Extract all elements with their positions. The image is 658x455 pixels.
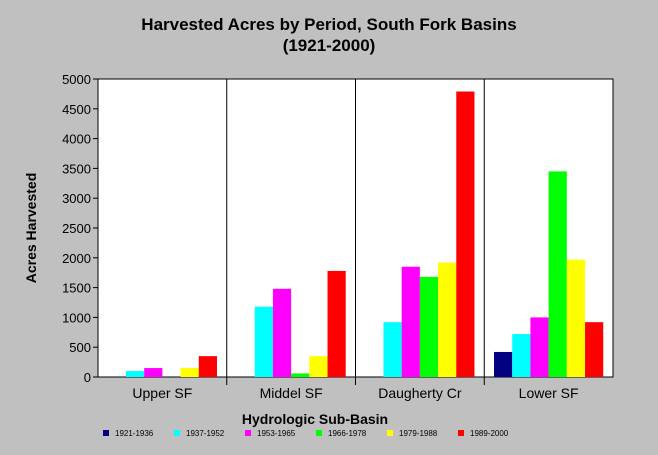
- bar: [530, 317, 549, 377]
- chart-title-line1: Harvested Acres by Period, South Fork Ba…: [141, 15, 517, 34]
- y-tick-label: 3000: [62, 191, 91, 206]
- bar: [548, 171, 567, 377]
- bar: [419, 276, 439, 377]
- category-label: Middel SF: [260, 385, 323, 401]
- legend-label: 1953-1965: [257, 429, 296, 438]
- bar: [585, 322, 604, 377]
- category-label: Lower SF: [519, 385, 579, 401]
- y-tick-label: 1500: [62, 281, 91, 296]
- y-tick-label: 3500: [62, 161, 91, 176]
- bars: [125, 91, 604, 378]
- legend-swatch: [316, 430, 322, 436]
- legend-swatch: [245, 430, 251, 436]
- bar: [198, 356, 217, 377]
- x-axis-title: Hydrologic Sub-Basin: [242, 411, 388, 427]
- bar: [566, 259, 586, 377]
- y-tick-label: 4500: [62, 102, 91, 117]
- category-label: Upper SF: [132, 385, 192, 401]
- bar: [272, 288, 292, 377]
- bar: [327, 270, 346, 377]
- y-axis-title: Acres Harvested: [23, 173, 39, 284]
- legend-swatch: [103, 430, 109, 436]
- legend-label: 1989-2000: [470, 429, 509, 438]
- x-axis-categories: Upper SF Middel SF Daugherty Cr Lower SF: [132, 385, 578, 401]
- legend-label: 1966-1978: [328, 429, 367, 438]
- bar: [401, 266, 420, 377]
- category-dividers: [226, 79, 485, 385]
- bar: [291, 373, 310, 377]
- bar: [438, 262, 457, 377]
- y-tick-label: 1000: [62, 310, 91, 325]
- legend: 1921-1936 1937-1952 1953-1965 1966-1978 1979…: [103, 429, 509, 438]
- chart-title-line2: (1921-2000): [282, 36, 376, 55]
- bar: [494, 351, 513, 377]
- legend-label: 1921-1936: [115, 429, 154, 438]
- y-tick-label: 500: [69, 340, 91, 355]
- bar: [512, 334, 531, 377]
- legend-swatch: [387, 430, 393, 436]
- bar: [309, 356, 328, 377]
- chart-title: Harvested Acres by Period, South Fork Ba…: [0, 14, 658, 56]
- bar: [144, 368, 163, 377]
- y-tick-label: 2500: [62, 221, 91, 236]
- y-tick-label: 4000: [62, 132, 91, 147]
- legend-swatch: [174, 430, 180, 436]
- bar: [125, 371, 145, 377]
- y-tick-label: 2000: [62, 251, 91, 266]
- y-axis-ticks: 0 500 1000 1500 2000 2500 3000 3500 4000 4500 5000: [62, 72, 98, 385]
- legend-label: 1937-1952: [186, 429, 225, 438]
- legend-label: 1979-1988: [399, 429, 438, 438]
- bar: [456, 91, 475, 378]
- bar: [180, 368, 199, 377]
- legend-swatch: [458, 430, 464, 436]
- bar: [254, 306, 273, 377]
- y-tick-label: 0: [84, 370, 91, 385]
- y-tick-label: 5000: [62, 72, 91, 87]
- category-label: Daugherty Cr: [378, 385, 462, 401]
- bar: [383, 322, 402, 377]
